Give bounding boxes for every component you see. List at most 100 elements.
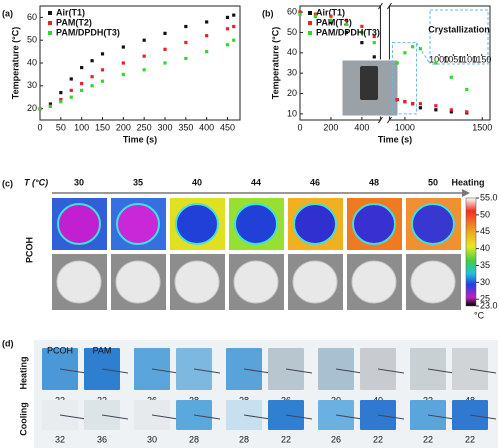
- inset-x-tick-label: 1150: [472, 54, 491, 64]
- data-point: [48, 104, 53, 108]
- thermocouple-wire: [59, 414, 87, 420]
- data-point: [434, 61, 438, 65]
- data-point: [90, 59, 94, 63]
- thermocouple-wire: [469, 368, 497, 374]
- zoom-box: [392, 42, 418, 115]
- x-axis-title: Time (s): [123, 134, 157, 144]
- legend-marker: [308, 31, 312, 35]
- data-point: [121, 45, 125, 49]
- data-point: [403, 100, 407, 104]
- thermal-sample: [352, 203, 396, 245]
- data-point: [90, 84, 94, 88]
- colorbar: [465, 197, 477, 307]
- data-point: [434, 104, 438, 108]
- data-point: [298, 12, 302, 16]
- data-point: [121, 61, 125, 65]
- data-point: [313, 12, 318, 16]
- temperature-reading: 22: [373, 434, 383, 444]
- colorbar-unit: °C: [474, 310, 485, 320]
- data-point: [344, 18, 349, 22]
- data-point: [80, 81, 84, 86]
- sample-photo: [292, 260, 338, 304]
- data-point: [38, 107, 42, 111]
- thermocouple-wire: [101, 368, 129, 374]
- sample-photo: [174, 260, 220, 304]
- data-point: [69, 77, 73, 81]
- y-axis-title: Temperature (°C): [10, 27, 20, 99]
- thermocouple-wire: [377, 414, 405, 420]
- colorbar-tick-label: 23.0: [480, 300, 498, 310]
- y-axis-title: Temperature (°C): [270, 27, 280, 99]
- x-tick-label: 150: [95, 122, 110, 132]
- data-point: [344, 22, 349, 26]
- x-tick-label: 200: [116, 122, 131, 132]
- thermocouple-wire: [427, 414, 455, 420]
- y-tick-label: 20: [287, 88, 297, 98]
- row-label: Heating: [18, 356, 28, 389]
- arrow-label: Heating: [451, 177, 484, 187]
- thermal-sample: [411, 203, 455, 245]
- data-point: [232, 38, 236, 42]
- temperature-reading: 26: [331, 434, 341, 444]
- colorbar-tick-label: 25: [480, 294, 490, 304]
- x-tick-label: 450: [220, 122, 235, 132]
- sample-label: PAM: [93, 345, 112, 355]
- data-point: [184, 40, 188, 45]
- meter: [360, 66, 378, 100]
- inset-annotation: Crystallization: [428, 24, 490, 34]
- axis-break: [387, 116, 392, 124]
- sample-photo: [115, 260, 161, 304]
- legend-marker: [48, 11, 52, 15]
- data-point: [232, 13, 236, 17]
- inset-x-tick-label: 1000: [429, 54, 449, 64]
- data-point: [395, 61, 399, 65]
- x-tick-label: 100: [74, 122, 89, 132]
- data-point: [449, 108, 453, 112]
- data-point: [90, 75, 94, 79]
- data-point: [80, 88, 84, 92]
- data-point: [59, 100, 63, 104]
- thermocouple-wire: [59, 368, 87, 374]
- legend-marker: [48, 31, 52, 35]
- data-point: [403, 51, 407, 55]
- data-point: [372, 41, 376, 45]
- thermocouple-wire: [193, 368, 221, 374]
- sample-photo: [233, 260, 279, 304]
- thermocouple-wire: [335, 368, 363, 374]
- inset-frame: [429, 9, 489, 65]
- thermal-sample: [234, 203, 278, 245]
- axis-break: [378, 2, 383, 10]
- temperature-reading: 22: [423, 434, 433, 444]
- x-tick-label: 1500: [472, 122, 492, 132]
- thermocouple-wire: [285, 368, 313, 374]
- data-point: [205, 34, 209, 38]
- data-point: [411, 45, 415, 49]
- thermocouple-wire: [193, 414, 221, 420]
- legend-label: PAM/DPDH(T3): [316, 27, 380, 37]
- y-tick-label: 10: [287, 108, 297, 118]
- y-tick-label: 40: [27, 57, 37, 67]
- temperature-reading: 22: [465, 434, 475, 444]
- thermocouple-wire: [469, 414, 497, 420]
- data-point: [205, 20, 209, 24]
- thermocouple-wire: [101, 414, 129, 420]
- legend-label: PAM(T2): [316, 17, 352, 27]
- panel-label: (d): [2, 338, 14, 348]
- axis-break: [378, 116, 383, 124]
- data-point: [465, 110, 469, 114]
- data-point: [360, 24, 364, 28]
- temperature-label: 30: [74, 177, 84, 187]
- thermocouple-wire: [377, 368, 405, 374]
- y-tick-label: 60: [27, 12, 37, 22]
- zoom-connector: [416, 42, 431, 65]
- data-point: [329, 20, 333, 24]
- panel-label: (c): [2, 178, 13, 188]
- temperature-reading: 22: [281, 434, 291, 444]
- data-point: [80, 65, 84, 70]
- data-point: [372, 34, 376, 39]
- temperature-label: 50: [428, 177, 438, 187]
- data-point: [59, 91, 63, 95]
- sample-photo: [56, 260, 102, 304]
- x-axis-title: Time (s): [378, 134, 412, 144]
